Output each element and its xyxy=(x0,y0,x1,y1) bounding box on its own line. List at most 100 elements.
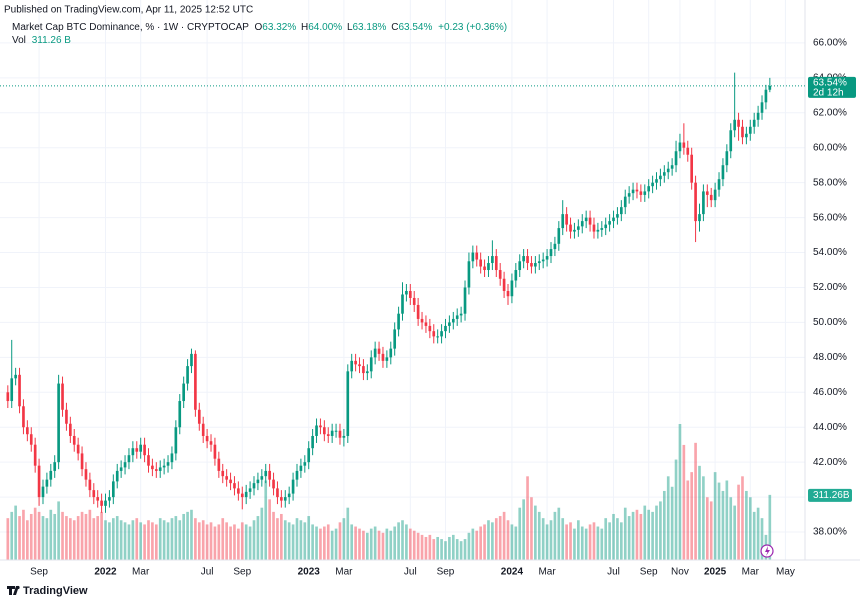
volume-bar xyxy=(158,518,162,560)
candle-body xyxy=(29,434,33,445)
volume-bar xyxy=(514,526,518,560)
volume-bar xyxy=(737,484,740,560)
candle-body xyxy=(389,348,393,358)
candle-body xyxy=(178,401,182,428)
candle-body xyxy=(135,448,139,452)
volume-bar xyxy=(455,539,459,560)
volume-bar xyxy=(307,516,311,560)
volume-bar xyxy=(268,499,271,560)
candle-body xyxy=(577,226,580,230)
volume-bar xyxy=(600,528,604,560)
candle-body xyxy=(182,383,185,402)
candle-body xyxy=(350,360,354,372)
candle-body xyxy=(18,374,21,407)
candle-body xyxy=(534,263,537,267)
candle-body xyxy=(459,313,463,316)
y-tick-label: 38.00% xyxy=(813,527,847,538)
candle-body xyxy=(119,467,123,471)
volume-bar xyxy=(244,524,248,560)
volume-bar xyxy=(584,528,588,560)
volume-bar xyxy=(643,505,647,560)
candle-body xyxy=(518,261,522,271)
volume-bar xyxy=(57,501,60,560)
volume-bar xyxy=(682,444,686,560)
candle-body xyxy=(252,483,256,489)
published-note: Published on TradingView.com, Apr 11, 20… xyxy=(4,5,253,16)
candle-body xyxy=(373,348,377,358)
legend-line: Market Cap BTC Dominance, % · 1W · CRYPT… xyxy=(12,22,507,33)
volume-bar xyxy=(323,526,326,560)
y-tick-label: 52.00% xyxy=(813,282,847,293)
candle-body xyxy=(709,194,713,201)
volume-bar xyxy=(752,511,756,560)
candle-body xyxy=(201,423,205,436)
volume-bar xyxy=(573,528,576,560)
candle-body xyxy=(264,470,268,477)
candle-body xyxy=(307,448,311,463)
volume-bar xyxy=(662,490,666,560)
candle-body xyxy=(311,435,314,449)
candle-body xyxy=(561,214,565,229)
candle-body xyxy=(205,435,209,442)
candle-body xyxy=(674,151,678,166)
candle-body xyxy=(65,409,68,424)
volume-bar xyxy=(221,518,225,560)
x-tick-label: Nov xyxy=(671,567,689,578)
candle-body xyxy=(295,470,299,480)
candle-body xyxy=(303,462,307,466)
volume-bar xyxy=(197,522,201,560)
volume-bar xyxy=(33,507,37,560)
volume-bar xyxy=(381,532,385,560)
volume-bar xyxy=(194,518,197,560)
candle-body xyxy=(151,465,154,470)
candle-body xyxy=(721,165,725,180)
volume-bar xyxy=(135,518,139,560)
candle-body xyxy=(268,470,271,480)
volume-bar xyxy=(108,522,111,560)
candle-body xyxy=(158,467,162,471)
volume-bar xyxy=(41,516,45,560)
volume-bar xyxy=(209,522,213,560)
x-tick-label: 2023 xyxy=(298,567,321,578)
volume-bar xyxy=(256,516,260,560)
volume-bar xyxy=(354,526,357,560)
candle-body xyxy=(248,488,252,492)
candle-body xyxy=(436,336,439,338)
candle-body xyxy=(448,322,451,326)
candle-body xyxy=(381,353,385,361)
candle-body xyxy=(393,329,397,349)
candle-body xyxy=(280,497,283,501)
candle-body xyxy=(627,193,631,197)
volume-bar xyxy=(541,518,545,560)
candle-body xyxy=(221,470,225,477)
candle-body xyxy=(451,318,455,323)
volume-bar xyxy=(369,528,373,560)
volume-bar xyxy=(627,516,631,560)
volume-bar xyxy=(139,522,143,560)
candle-body xyxy=(377,348,381,354)
volume-bar xyxy=(248,526,252,560)
x-tick-label: 2022 xyxy=(94,567,117,578)
volume-label: 311.26B xyxy=(813,490,850,501)
volume-bar xyxy=(502,511,506,560)
alert-icon[interactable] xyxy=(760,544,774,558)
volume-bar xyxy=(561,518,565,560)
volume-bar xyxy=(569,522,572,560)
volume-bar xyxy=(702,476,705,560)
candle-body xyxy=(553,243,557,250)
candle-body xyxy=(88,479,92,491)
candle-body xyxy=(616,214,619,218)
candle-body xyxy=(557,228,561,244)
ohlc-value: 64.00% xyxy=(308,22,342,33)
candle-body xyxy=(369,357,373,372)
footer: TradingView xyxy=(7,585,88,597)
candle-body xyxy=(752,119,756,127)
volume-bar xyxy=(151,522,154,560)
candle-body xyxy=(162,465,166,468)
candle-body xyxy=(362,366,365,374)
candle-body xyxy=(80,453,84,470)
volume-legend: Vol 311.26 B xyxy=(12,35,71,46)
volume-bar xyxy=(670,486,674,560)
